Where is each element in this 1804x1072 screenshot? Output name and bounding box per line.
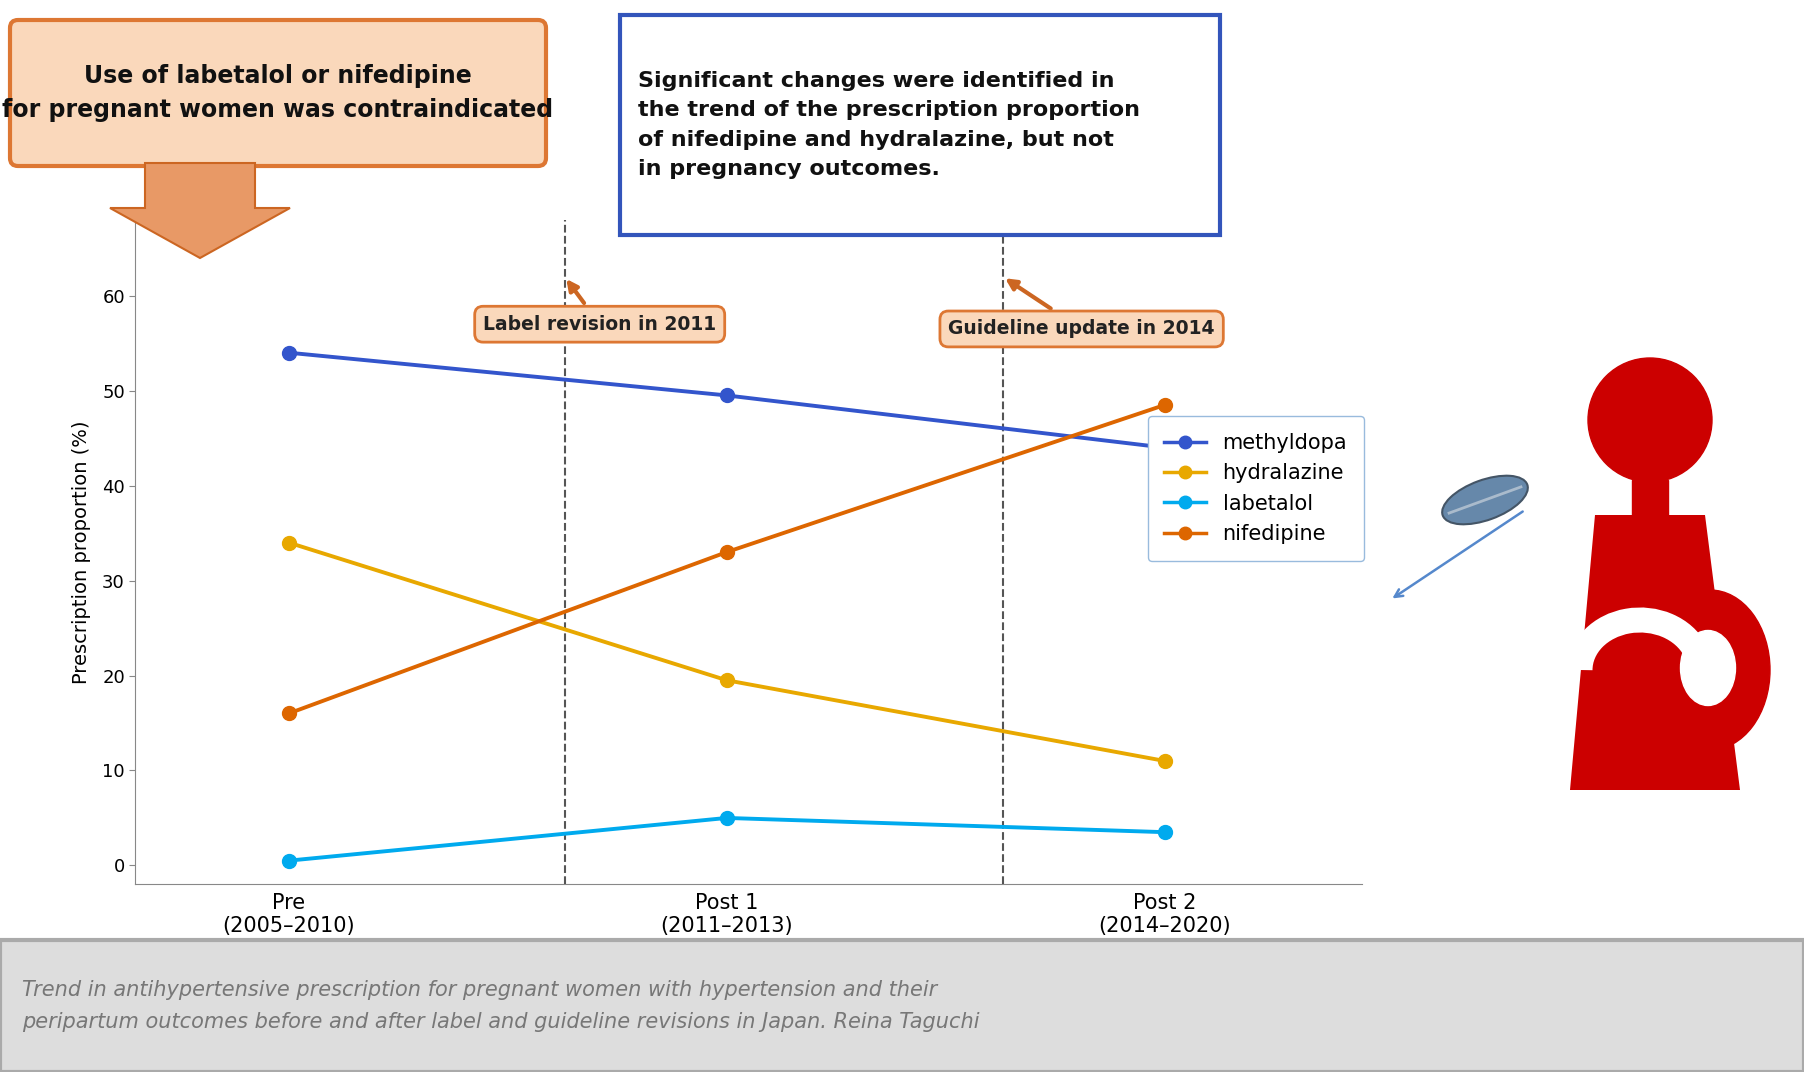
FancyBboxPatch shape	[0, 940, 1804, 1072]
Polygon shape	[110, 163, 290, 258]
Text: Use of labetalol or nifedipine
for pregnant women was contraindicated: Use of labetalol or nifedipine for pregn…	[2, 64, 554, 122]
Circle shape	[1588, 358, 1712, 482]
Ellipse shape	[1651, 590, 1770, 750]
Polygon shape	[1569, 515, 1741, 790]
Legend: methyldopa, hydralazine, labetalol, nifedipine: methyldopa, hydralazine, labetalol, nife…	[1147, 416, 1364, 561]
Y-axis label: Prescription proportion (%): Prescription proportion (%)	[72, 420, 90, 684]
FancyBboxPatch shape	[11, 20, 547, 166]
Text: Trend in antihypertensive prescription for pregnant women with hypertension and : Trend in antihypertensive prescription f…	[22, 981, 980, 1031]
Bar	[1633, 480, 1669, 515]
Ellipse shape	[1681, 630, 1735, 705]
Text: Label revision in 2011: Label revision in 2011	[483, 283, 716, 333]
Text: Guideline update in 2014: Guideline update in 2014	[949, 281, 1214, 339]
Text: Significant changes were identified in
the trend of the prescription proportion
: Significant changes were identified in t…	[639, 71, 1140, 179]
Ellipse shape	[1441, 476, 1528, 524]
FancyBboxPatch shape	[621, 15, 1220, 235]
